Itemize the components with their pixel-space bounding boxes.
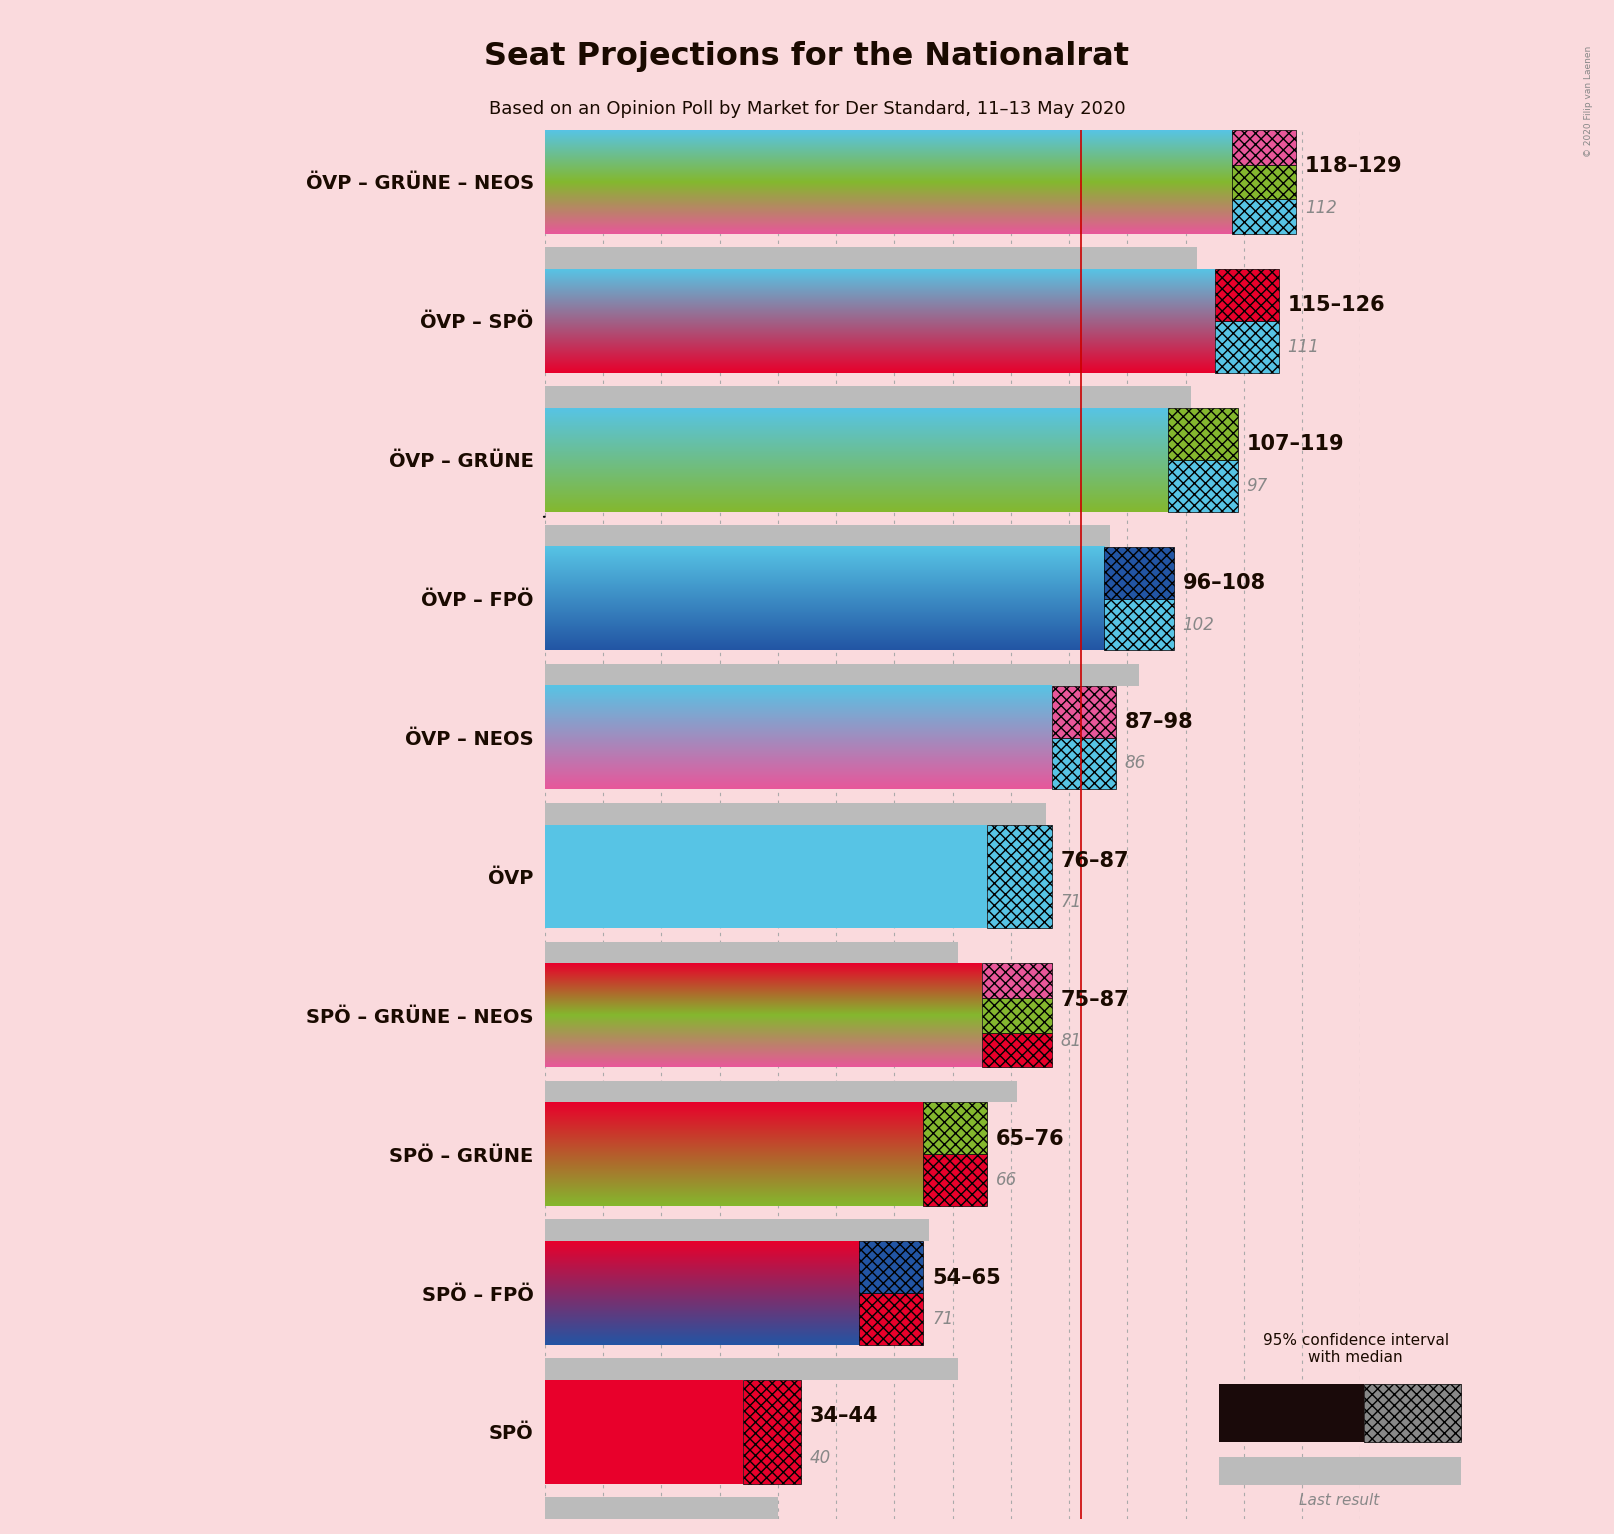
Bar [742, 1381, 801, 1483]
Bar [1052, 738, 1115, 790]
Bar [1215, 321, 1278, 373]
Text: 111: 111 [1288, 337, 1319, 356]
Bar [546, 1497, 778, 1519]
Bar [1169, 460, 1238, 512]
Text: 112: 112 [1306, 199, 1336, 216]
Text: Based on an Opinion Poll by Market for Der Standard, 11–13 May 2020: Based on an Opinion Poll by Market for D… [489, 100, 1125, 118]
Text: 102: 102 [1183, 615, 1214, 634]
Bar [1231, 130, 1296, 164]
Text: 76–87: 76–87 [1060, 851, 1128, 871]
Text: 71: 71 [1060, 893, 1081, 911]
Bar [923, 1154, 988, 1206]
Bar [546, 942, 959, 963]
Text: Last result: Last result [1299, 1493, 1380, 1508]
Bar [981, 999, 1052, 1032]
Text: 54–65: 54–65 [933, 1267, 1001, 1287]
Bar [546, 387, 1191, 408]
Bar [1052, 686, 1115, 738]
Text: 81: 81 [1060, 1032, 1081, 1051]
Text: 65–76: 65–76 [996, 1129, 1065, 1149]
Bar [546, 802, 1046, 825]
Bar [546, 1381, 742, 1483]
Bar [923, 1103, 988, 1154]
Bar [1169, 408, 1238, 460]
Text: 95% confidence interval
with median: 95% confidence interval with median [1262, 1333, 1449, 1365]
Bar [859, 1293, 923, 1345]
Bar [981, 1032, 1052, 1068]
Bar [546, 1358, 959, 1381]
Text: 40: 40 [810, 1450, 831, 1467]
Bar [546, 664, 1139, 686]
Text: Seat Projections for the Nationalrat: Seat Projections for the Nationalrat [484, 41, 1130, 72]
Bar [1231, 164, 1296, 199]
Bar [1215, 268, 1278, 321]
Bar [546, 1080, 1017, 1103]
Text: 71: 71 [933, 1310, 954, 1328]
Bar [981, 963, 1052, 999]
Text: 115–126: 115–126 [1288, 295, 1385, 316]
Text: 96–108: 96–108 [1183, 574, 1265, 594]
Bar [988, 825, 1052, 928]
Text: 86: 86 [1125, 755, 1146, 773]
Text: © 2020 Filip van Laenen: © 2020 Filip van Laenen [1583, 46, 1593, 158]
Bar [546, 525, 1110, 546]
Text: 87–98: 87–98 [1125, 712, 1193, 732]
Text: 34–44: 34–44 [810, 1407, 878, 1427]
Bar [859, 1241, 923, 1293]
Bar [546, 1220, 930, 1241]
Bar [1104, 598, 1173, 650]
Text: 118–129: 118–129 [1306, 156, 1403, 176]
Bar [1231, 199, 1296, 233]
Text: 75–87: 75–87 [1060, 989, 1128, 1009]
Text: 107–119: 107–119 [1246, 434, 1344, 454]
Text: 66: 66 [996, 1170, 1017, 1189]
Bar [1104, 546, 1173, 598]
Bar [546, 825, 988, 928]
Bar [546, 247, 1198, 268]
Text: 97: 97 [1246, 477, 1269, 494]
